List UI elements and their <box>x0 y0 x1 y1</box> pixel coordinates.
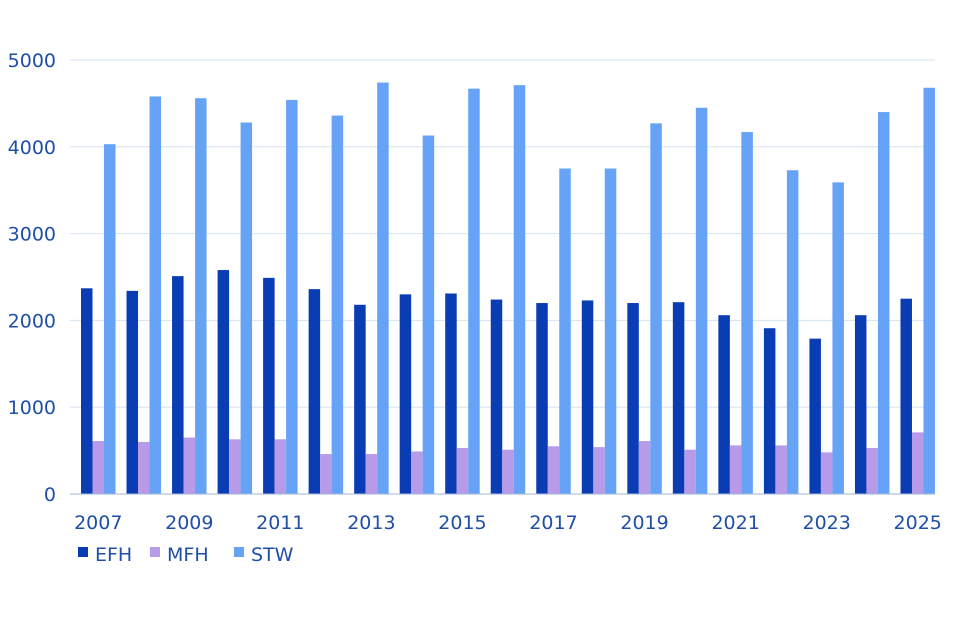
bar-stw-2011 <box>286 99 298 494</box>
legend-label-efh: EFH <box>95 544 132 566</box>
bar-stw-2015 <box>468 88 480 495</box>
bar-mfh-2007 <box>92 441 104 494</box>
bar-mfh-2023 <box>820 452 833 494</box>
bar-efh-2013 <box>354 304 366 494</box>
y-axis-ticks: 0 1000 2000 3000 4000 5000 <box>8 50 56 506</box>
bar-efh-2020 <box>672 302 685 494</box>
bar-mfh-2017 <box>547 446 560 494</box>
legend-label-mfh: MFH <box>167 544 209 566</box>
bar-mfh-2010 <box>229 439 241 494</box>
bar-stw-2013 <box>377 82 389 495</box>
x-tick-label: 2019 <box>620 512 668 534</box>
bar-stw-2017 <box>559 168 571 494</box>
bar-stw-2014 <box>422 135 435 495</box>
x-tick-label: 2015 <box>438 512 486 534</box>
x-tick-label: 2023 <box>802 512 850 534</box>
bar-mfh-2021 <box>729 445 742 494</box>
bar-mfh-2018 <box>593 447 605 494</box>
x-tick-label: 2009 <box>165 512 213 534</box>
bar-mfh-2012 <box>320 454 332 494</box>
bar-mfh-2025 <box>911 432 924 494</box>
bar-stw-2023 <box>832 182 844 494</box>
bar-efh-2019 <box>627 303 639 494</box>
x-tick-label: 2021 <box>711 512 759 534</box>
bar-efh-2010 <box>217 270 230 494</box>
legend-swatch-mfh <box>150 547 160 557</box>
y-tick-label: 4000 <box>8 137 56 159</box>
bar-efh-2017 <box>536 303 548 494</box>
bar-efh-2016 <box>490 299 503 494</box>
bar-stw-2007 <box>104 144 116 495</box>
y-tick-label: 5000 <box>8 50 56 72</box>
bar-efh-2007 <box>81 288 93 494</box>
bar-efh-2014 <box>399 294 412 494</box>
bar-stw-2025 <box>923 87 935 494</box>
bar-stw-2009 <box>195 98 207 494</box>
bar-efh-2021 <box>718 315 730 494</box>
bar-mfh-2016 <box>502 449 514 494</box>
x-tick-label: 2011 <box>256 512 304 534</box>
bar-stw-2019 <box>650 123 662 494</box>
legend-swatch-stw <box>234 547 244 557</box>
bar-stw-2010 <box>240 122 253 494</box>
bar-efh-2009 <box>172 276 184 494</box>
legend: EFH MFH STW <box>78 544 294 566</box>
bar-mfh-2013 <box>365 454 378 494</box>
bar-efh-2023 <box>809 338 821 494</box>
x-tick-label: 2017 <box>529 512 577 534</box>
bar-efh-2022 <box>763 328 776 494</box>
y-tick-label: 2000 <box>8 310 56 332</box>
y-tick-label: 1000 <box>8 397 56 419</box>
bar-mfh-2011 <box>274 439 287 494</box>
bar-stw-2018 <box>604 168 617 494</box>
bar-stw-2016 <box>513 85 526 494</box>
bar-stw-2021 <box>741 132 753 494</box>
bar-efh-2012 <box>308 289 321 494</box>
y-tick-label: 3000 <box>8 224 56 246</box>
bar-efh-2008 <box>126 290 139 494</box>
bar-stw-2022 <box>786 170 799 494</box>
x-tick-label: 2007 <box>74 512 122 534</box>
bar-mfh-2024 <box>866 447 878 494</box>
bars <box>81 82 935 495</box>
bar-stw-2008 <box>149 96 162 495</box>
bar-mfh-2022 <box>775 445 787 494</box>
x-tick-label: 2025 <box>894 512 942 534</box>
bar-efh-2025 <box>900 298 912 494</box>
bar-mfh-2019 <box>638 441 651 494</box>
x-axis-ticks: 2007 2009 2011 2013 2015 2017 2019 2021 2023 2025 <box>74 512 942 534</box>
bar-stw-2024 <box>877 112 890 494</box>
bar-mfh-2015 <box>456 447 469 494</box>
legend-label-stw: STW <box>251 544 294 566</box>
bar-stw-2012 <box>331 115 344 494</box>
bar-efh-2024 <box>854 315 867 494</box>
bar-mfh-2020 <box>684 449 696 494</box>
bar-efh-2018 <box>581 300 594 494</box>
x-tick-label: 2013 <box>347 512 395 534</box>
bar-mfh-2008 <box>138 441 150 494</box>
bar-efh-2015 <box>445 293 457 494</box>
bar-stw-2020 <box>695 107 708 495</box>
bar-efh-2011 <box>263 277 275 494</box>
bar-mfh-2014 <box>411 451 423 494</box>
y-tick-label: 0 <box>44 484 56 506</box>
legend-swatch-efh <box>78 547 88 557</box>
bar-mfh-2009 <box>183 437 196 494</box>
